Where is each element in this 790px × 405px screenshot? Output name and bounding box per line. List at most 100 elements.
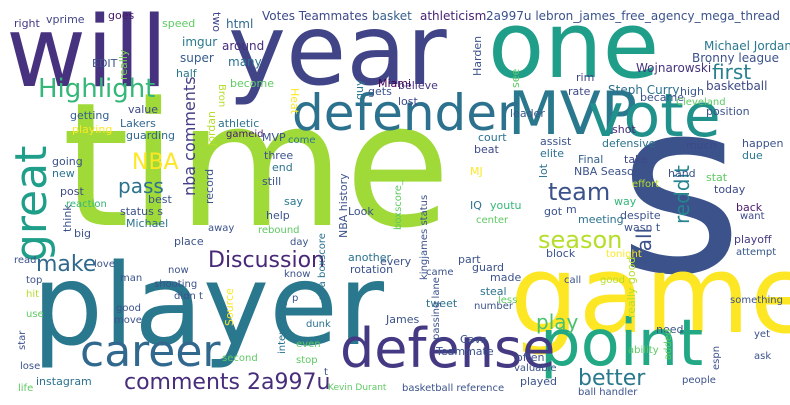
word-miami: Miami: [378, 77, 412, 90]
word-steph-curry: Steph Curry: [608, 83, 680, 97]
word-s: s: [618, 48, 744, 328]
word-wasn-t: wasn t: [624, 221, 661, 234]
word-athleticism: athleticism: [420, 9, 487, 23]
word-stat: stat: [706, 171, 728, 184]
word-guarding: guarding: [126, 129, 176, 142]
word-will: will: [6, 0, 168, 110]
word-shooting: shooting: [154, 279, 198, 290]
word-vprime: vprime: [46, 13, 85, 26]
word-first: first: [712, 60, 752, 84]
word-due: due: [742, 149, 763, 162]
word-around: around: [222, 39, 265, 53]
word-player: player: [32, 241, 385, 371]
word-every: every: [380, 255, 412, 268]
word-still: still: [262, 175, 282, 188]
word-lost: lost: [398, 95, 418, 108]
word-p: p: [292, 293, 299, 304]
word-away: away: [208, 223, 235, 234]
word-life: life: [18, 383, 34, 394]
word-better: better: [578, 366, 646, 391]
word-getting: getting: [70, 109, 110, 122]
word-block: block: [546, 247, 576, 260]
word-boxscore: boxscore_: [393, 180, 404, 230]
word-added: added: [663, 328, 674, 360]
word-rebound: rebound: [258, 225, 300, 236]
word-ask: ask: [754, 351, 772, 362]
word-number: number: [474, 301, 514, 312]
word-lakers: Lakers: [120, 117, 156, 130]
word-call: call: [564, 275, 582, 286]
word-highlight: Highlight: [38, 74, 156, 104]
word-rim: rim: [576, 71, 595, 84]
word-comments-2a997u: comments 2a997u: [124, 370, 331, 395]
word-harden: Harden: [471, 35, 484, 76]
word-nba-comments: nba comments: [180, 76, 199, 196]
word-yet: yet: [754, 329, 770, 340]
word-year: year: [228, 0, 447, 108]
word-defensive: defensive: [602, 137, 656, 150]
word-take: take: [624, 153, 648, 166]
word-tonight: tonight: [606, 249, 642, 260]
word-youtu: youtu: [490, 199, 522, 212]
word-played: played: [520, 375, 558, 388]
word-three: three: [264, 149, 294, 162]
word-play: play: [536, 310, 579, 334]
word-interesting: interesting: [277, 300, 288, 354]
word-vote: vote: [588, 81, 721, 151]
word-shot: shot: [612, 123, 636, 136]
word-steal: steal: [480, 285, 507, 298]
word-playing: playing: [72, 123, 113, 136]
word-nba-season: NBA Season: [574, 165, 641, 178]
word-rate: rate: [568, 85, 591, 98]
word-lot: lot: [537, 163, 550, 178]
word-good-lime: good: [600, 275, 625, 286]
word-day: day: [290, 237, 309, 248]
word-votes-teammates: Votes Teammates: [262, 9, 368, 23]
word-new: new: [52, 167, 75, 180]
word-kevin-durant: Kevin Durant: [328, 383, 387, 393]
word-gets: gets: [368, 85, 392, 98]
word-going: going: [52, 155, 83, 168]
word-guy: guy: [353, 79, 366, 100]
word-goes: goes: [108, 9, 135, 22]
word-want: want: [740, 211, 765, 222]
word-even: even: [296, 339, 321, 350]
word-really-good: really good: [625, 256, 638, 318]
word-defender: defender: [292, 84, 518, 142]
word-mvp: MVP: [508, 79, 637, 149]
word-wojnarowski: Wojnarowski: [636, 61, 712, 75]
word-another: another: [348, 251, 392, 264]
word-iq: IQ: [470, 199, 482, 212]
word-hit: hit: [26, 289, 40, 300]
word-really: really: [117, 49, 130, 80]
word-michael-jordan: Michael Jordan: [704, 39, 790, 53]
word-assist: assist: [540, 135, 572, 148]
word-team: team: [548, 178, 611, 206]
word-believe: believe: [398, 79, 438, 92]
word-final: Final: [578, 153, 604, 166]
word-despite: despite: [620, 209, 661, 222]
word-bron: Bron: [216, 84, 227, 108]
word-best: best: [148, 193, 172, 206]
word-something: something: [730, 295, 783, 306]
word-often: often: [516, 351, 545, 364]
word-athletic: athletic: [218, 117, 260, 130]
word-back: back: [736, 201, 763, 214]
word-come: come: [288, 135, 316, 146]
word-nba-boxscore: nba boxscore: [317, 233, 328, 300]
word-game: game: [510, 233, 790, 358]
word-lose: lose: [20, 361, 41, 372]
word-post: post: [60, 185, 84, 198]
word-discussion: Discussion: [208, 248, 325, 273]
word-passing-lane: passing lane: [431, 277, 442, 340]
word-two: two: [210, 12, 223, 33]
word-ball-handler: ball handler: [578, 387, 638, 398]
word-made: made: [490, 271, 522, 284]
word-heat: Heat: [288, 88, 301, 115]
word-high: high: [680, 85, 704, 98]
word-pass: pass: [118, 174, 164, 198]
word-became: became: [640, 91, 685, 104]
word-beat: beat: [474, 143, 499, 156]
word-place: place: [174, 235, 204, 248]
word-people: people: [682, 375, 716, 386]
